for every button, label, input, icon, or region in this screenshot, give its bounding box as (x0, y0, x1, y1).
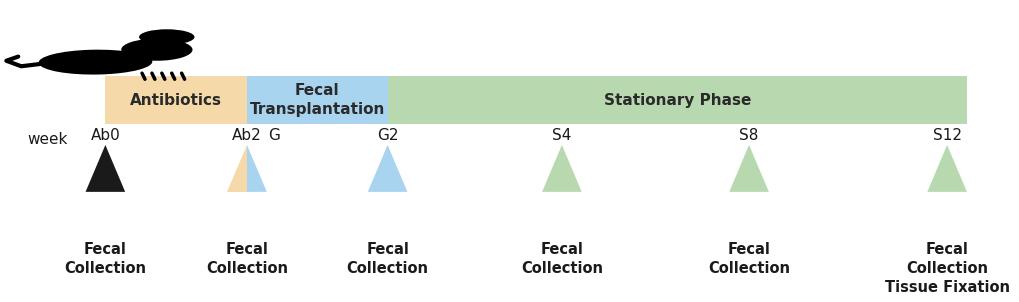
Text: Stationary Phase: Stationary Phase (603, 93, 750, 108)
Polygon shape (541, 145, 581, 192)
Text: Fecal
Collection: Fecal Collection (521, 242, 602, 276)
Text: G2: G2 (376, 128, 398, 143)
Text: S8: S8 (739, 128, 758, 143)
Polygon shape (368, 145, 407, 192)
Polygon shape (227, 145, 247, 192)
Text: Fecal
Transplantation: Fecal Transplantation (250, 83, 384, 117)
Text: Fecal
Collection
Tissue Fixation: Fecal Collection Tissue Fixation (883, 242, 1009, 295)
Polygon shape (926, 145, 966, 192)
Text: Antibiotics: Antibiotics (130, 93, 222, 108)
Text: S12: S12 (931, 128, 961, 143)
Text: Ab2: Ab2 (232, 128, 262, 143)
Text: S4: S4 (551, 128, 571, 143)
Bar (105, 76, 247, 124)
Bar (387, 76, 966, 124)
Ellipse shape (121, 39, 193, 61)
Text: Fecal
Collection: Fecal Collection (707, 242, 790, 276)
Circle shape (139, 29, 195, 45)
Text: Fecal
Collection: Fecal Collection (64, 242, 146, 276)
Polygon shape (729, 145, 768, 192)
Ellipse shape (39, 50, 152, 75)
Text: G: G (268, 128, 279, 143)
Bar (247, 76, 387, 124)
Polygon shape (86, 145, 125, 192)
Text: Fecal
Collection: Fecal Collection (206, 242, 287, 276)
Text: Ab0: Ab0 (91, 128, 120, 143)
Text: Fecal
Collection: Fecal Collection (346, 242, 428, 276)
Polygon shape (247, 145, 267, 192)
Text: week: week (28, 132, 68, 147)
